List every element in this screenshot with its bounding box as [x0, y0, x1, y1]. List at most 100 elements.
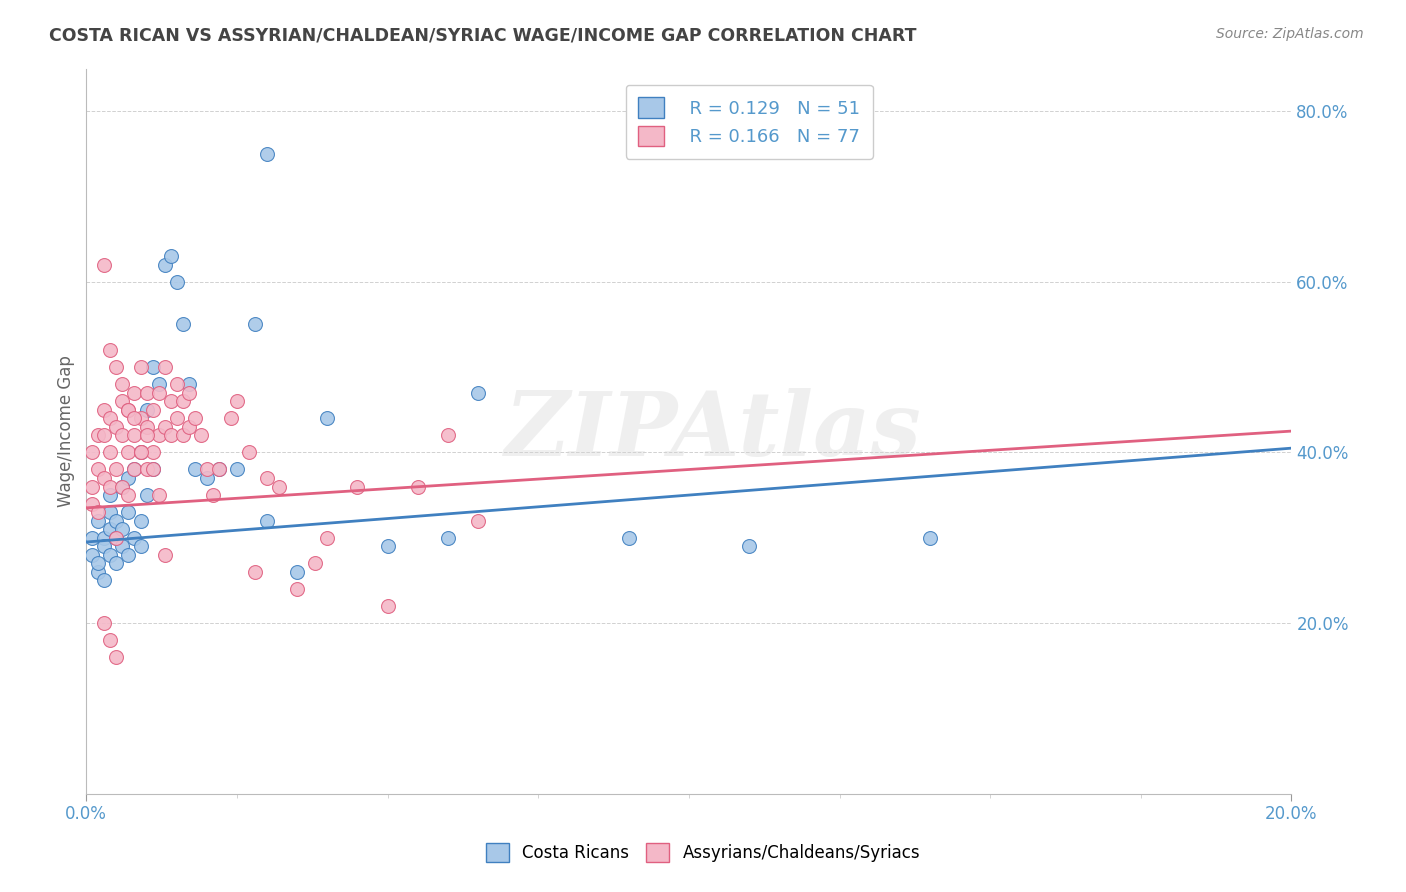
Point — [190, 428, 212, 442]
Point — [243, 565, 266, 579]
Point — [172, 428, 194, 442]
Point — [142, 360, 165, 375]
Point — [124, 462, 146, 476]
Point — [93, 402, 115, 417]
Point — [738, 539, 761, 553]
Point — [124, 411, 146, 425]
Point — [87, 557, 110, 571]
Point — [117, 445, 139, 459]
Point — [117, 402, 139, 417]
Point — [105, 531, 128, 545]
Point — [153, 548, 176, 562]
Point — [406, 479, 429, 493]
Point — [195, 462, 218, 476]
Point — [172, 318, 194, 332]
Point — [142, 445, 165, 459]
Point — [256, 514, 278, 528]
Point — [124, 531, 146, 545]
Point — [93, 258, 115, 272]
Point — [135, 428, 157, 442]
Point — [111, 479, 134, 493]
Point — [93, 615, 115, 630]
Point — [142, 462, 165, 476]
Point — [437, 531, 460, 545]
Point — [467, 514, 489, 528]
Point — [129, 539, 152, 553]
Point — [177, 377, 200, 392]
Point — [153, 420, 176, 434]
Point — [100, 411, 122, 425]
Point — [377, 539, 399, 553]
Point — [111, 394, 134, 409]
Point — [226, 462, 249, 476]
Point — [437, 428, 460, 442]
Point — [82, 531, 104, 545]
Point — [105, 514, 128, 528]
Point — [100, 479, 122, 493]
Text: ZIPAtlas: ZIPAtlas — [505, 388, 921, 475]
Point — [87, 514, 110, 528]
Point — [377, 599, 399, 613]
Point — [467, 385, 489, 400]
Point — [105, 557, 128, 571]
Point — [111, 377, 134, 392]
Y-axis label: Wage/Income Gap: Wage/Income Gap — [58, 355, 75, 507]
Point — [153, 258, 176, 272]
Point — [166, 377, 188, 392]
Point — [243, 318, 266, 332]
Point — [93, 574, 115, 588]
Text: Source: ZipAtlas.com: Source: ZipAtlas.com — [1216, 27, 1364, 41]
Point — [256, 471, 278, 485]
Point — [617, 531, 640, 545]
Point — [82, 479, 104, 493]
Point — [129, 445, 152, 459]
Point — [129, 445, 152, 459]
Point — [100, 343, 122, 357]
Point — [208, 462, 231, 476]
Point — [105, 650, 128, 665]
Point — [135, 385, 157, 400]
Point — [316, 531, 339, 545]
Point — [159, 249, 181, 263]
Point — [195, 471, 218, 485]
Point — [129, 360, 152, 375]
Point — [87, 428, 110, 442]
Point — [100, 445, 122, 459]
Point — [105, 531, 128, 545]
Point — [208, 462, 231, 476]
Point — [105, 420, 128, 434]
Point — [316, 411, 339, 425]
Point — [117, 548, 139, 562]
Point — [346, 479, 368, 493]
Point — [117, 471, 139, 485]
Point — [111, 428, 134, 442]
Point — [100, 633, 122, 648]
Point — [87, 565, 110, 579]
Point — [226, 394, 249, 409]
Point — [159, 428, 181, 442]
Point — [184, 411, 207, 425]
Point — [111, 539, 134, 553]
Point — [135, 462, 157, 476]
Point — [111, 522, 134, 536]
Point — [93, 539, 115, 553]
Point — [142, 402, 165, 417]
Point — [100, 548, 122, 562]
Legend:   R = 0.129   N = 51,   R = 0.166   N = 77: R = 0.129 N = 51, R = 0.166 N = 77 — [626, 85, 873, 159]
Point — [918, 531, 941, 545]
Point — [219, 411, 242, 425]
Legend: Costa Ricans, Assyrians/Chaldeans/Syriacs: Costa Ricans, Assyrians/Chaldeans/Syriac… — [478, 834, 928, 871]
Point — [93, 471, 115, 485]
Point — [100, 522, 122, 536]
Point — [117, 488, 139, 502]
Point — [100, 488, 122, 502]
Point — [82, 497, 104, 511]
Point — [166, 275, 188, 289]
Point — [184, 462, 207, 476]
Point — [111, 479, 134, 493]
Point — [172, 394, 194, 409]
Point — [166, 411, 188, 425]
Point — [105, 462, 128, 476]
Point — [148, 385, 170, 400]
Point — [129, 411, 152, 425]
